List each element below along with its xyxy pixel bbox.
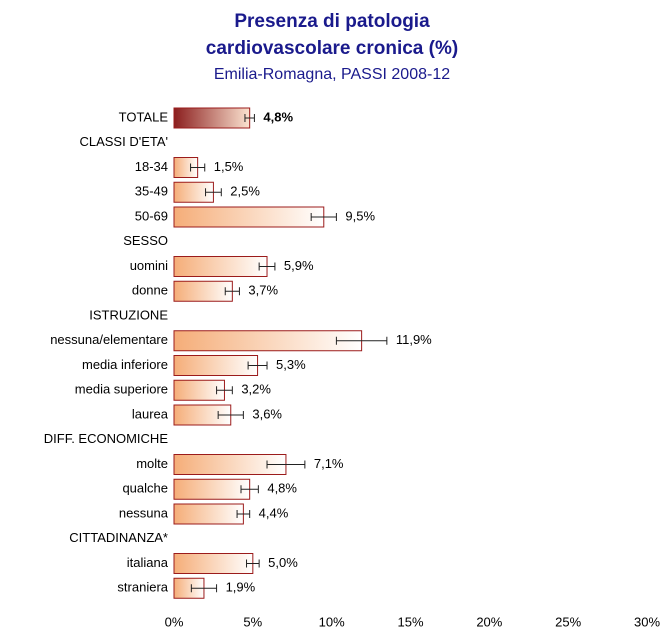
category-label: uomini [130,258,168,273]
category-label: 35-49 [135,184,168,199]
chart-title: Presenza di patologia [234,11,430,32]
bar [173,355,259,376]
error-bar [240,485,259,494]
error-bar [266,460,306,469]
error-bar [258,262,276,271]
category-label: CITTADINANZA* [69,530,168,545]
category-label: media superiore [75,382,168,397]
bar [173,107,251,129]
chart-subtitle: Emilia-Romagna, PASSI 2008-12 [214,66,450,83]
category-label: molte [136,456,168,471]
error-bar [335,336,388,345]
category-label: qualche [122,481,168,496]
value-label: 3,6% [252,406,282,421]
category-label: DIFF. ECONOMICHE [44,431,169,446]
error-bar [247,361,268,370]
value-label: 4,4% [259,505,289,520]
category-label: 18-34 [135,159,168,174]
value-label: 2,5% [230,184,260,199]
error-bar [236,510,251,518]
x-tick-label: 15% [397,614,423,629]
error-bar [217,411,244,419]
x-tick-label: 20% [476,614,502,629]
value-label: 4,8% [267,481,297,496]
x-tick-label: 5% [243,614,262,629]
category-label: 50-69 [135,208,168,223]
value-label: 1,9% [226,580,256,595]
value-label: 4,8% [263,109,293,124]
value-label: 3,7% [248,283,278,298]
bar [173,478,251,500]
category-label: media inferiore [82,357,168,372]
value-label: 11,9% [396,332,432,347]
value-label: 5,0% [268,555,298,570]
category-label: TOTALE [119,109,169,124]
category-label: ISTRUZIONE [89,307,168,322]
value-label: 5,3% [276,357,306,372]
category-label: nessuna [119,505,169,520]
category-label: donne [132,283,168,298]
category-label: nessuna/elementare [50,332,168,347]
error-bar [246,559,260,568]
error-bar [190,584,218,593]
bar [173,503,244,525]
x-tick-label: 30% [634,614,660,629]
x-tick-label: 10% [319,614,345,629]
x-tick-label: 25% [555,614,581,629]
category-label: SESSO [123,233,168,248]
bar [173,330,363,352]
category-label: straniera [117,580,168,595]
value-label: 9,5% [345,208,375,223]
error-bar [216,386,233,395]
error-bar [244,114,255,122]
bar [173,256,268,277]
error-bar [190,163,206,172]
bar [173,280,233,302]
category-label: laurea [132,406,169,421]
category-label: italiana [127,555,169,570]
error-bar [310,213,337,221]
category-label: CLASSI D'ETA' [79,134,168,149]
value-label: 7,1% [314,456,344,471]
chart-title: cardiovascolare cronica (%) [206,38,458,59]
value-label: 3,2% [241,382,271,397]
value-label: 1,5% [214,159,244,174]
x-tick-label: 0% [165,614,184,629]
value-label: 5,9% [284,258,314,273]
error-bar [205,188,222,197]
bar [173,206,325,228]
bar [173,553,254,574]
error-bar [224,287,240,296]
